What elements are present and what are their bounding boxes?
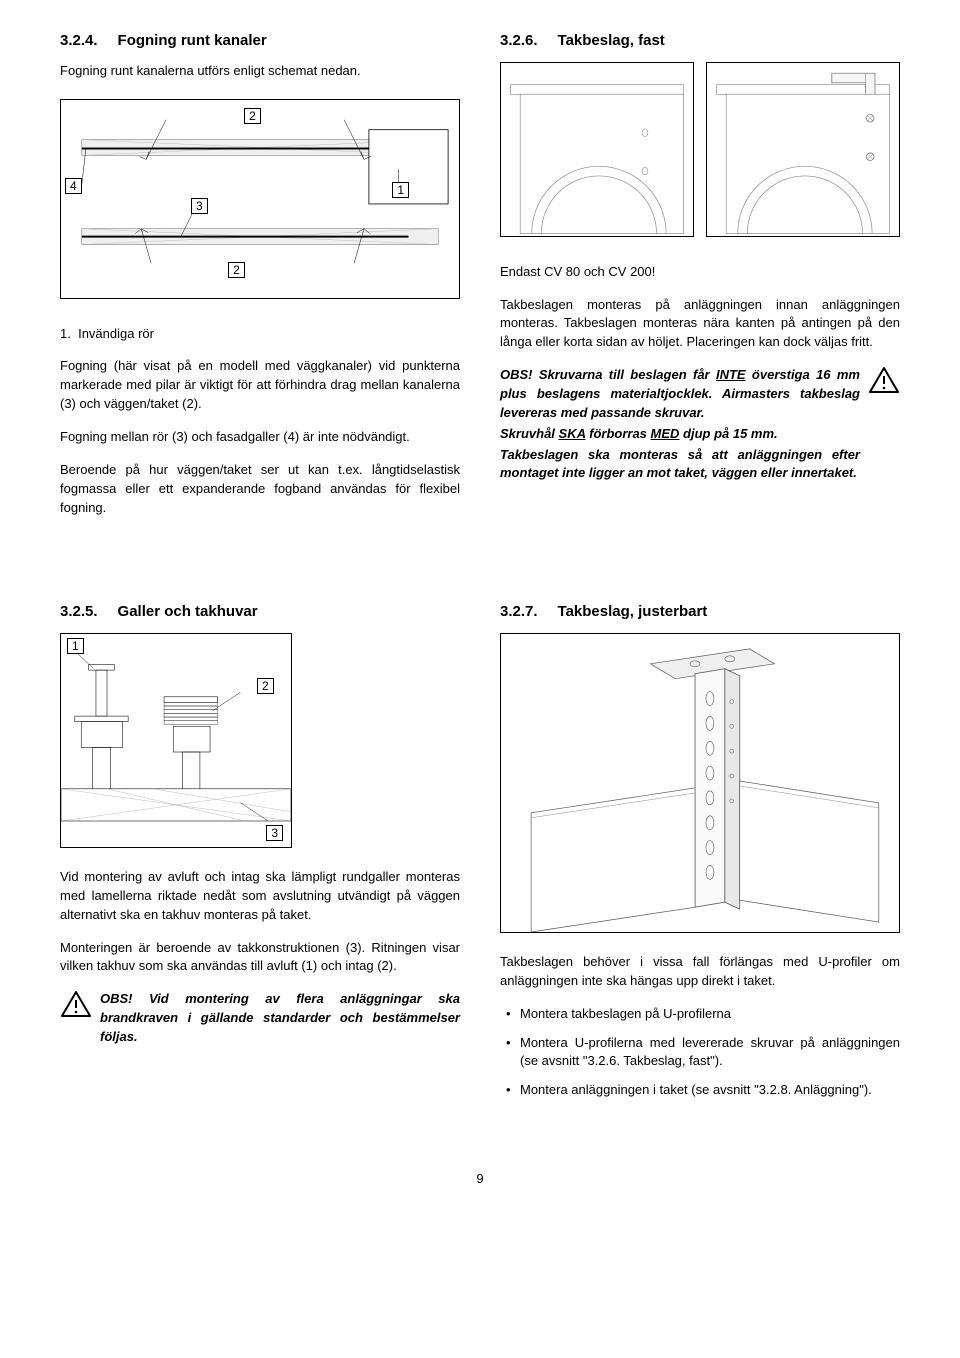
figure-fogning: 2 4 1 3 2 — [60, 99, 460, 299]
callout-1: 1 — [392, 182, 409, 198]
bullet-3: Montera anläggningen i taket (se avsnitt… — [500, 1081, 900, 1100]
s325-p2: Monteringen är beroende av takkonstrukti… — [60, 939, 460, 977]
heading-title: Galler och takhuvar — [118, 603, 258, 620]
page-number: 9 — [60, 1170, 900, 1189]
s324-intro: Fogning runt kanalerna utförs enligt sch… — [60, 62, 460, 81]
callout-3: 3 — [266, 825, 283, 841]
callout-3: 3 — [191, 198, 208, 214]
s324-list-head: 1. Invändiga rör — [60, 325, 460, 344]
heading-326: 3.2.6. Takbeslag, fast — [500, 30, 900, 52]
figure-takbeslag-justerbart — [500, 633, 900, 933]
heading-324: 3.2.4. Fogning runt kanaler — [60, 30, 460, 52]
bullet-1: Montera takbeslagen på U-profilerna — [500, 1005, 900, 1024]
s326-obs3: Takbeslagen ska monteras så att anläggni… — [500, 446, 860, 484]
callout-2: 2 — [257, 678, 274, 694]
heading-title: Takbeslag, fast — [558, 32, 665, 49]
figure-takbeslag-fast — [500, 62, 900, 237]
bullet-2: Montera U-profilerna med levererade skru… — [500, 1034, 900, 1072]
heading-num: 3.2.7. — [500, 603, 538, 620]
callout-1: 1 — [67, 638, 84, 654]
heading-title: Takbeslag, justerbart — [558, 603, 708, 620]
s326-p1: Takbeslagen monteras på anläggningen inn… — [500, 296, 900, 353]
callout-4: 4 — [65, 178, 82, 194]
callout-2: 2 — [244, 108, 261, 124]
heading-title: Fogning runt kanaler — [118, 32, 267, 49]
s325-obs: OBS! Vid montering av flera anläggningar… — [100, 990, 460, 1047]
s326-caption: Endast CV 80 och CV 200! — [500, 263, 900, 282]
s327-bullets: Montera takbeslagen på U-profilerna Mont… — [500, 1005, 900, 1100]
heading-num: 3.2.6. — [500, 32, 538, 49]
s324-p2: Fogning mellan rör (3) och fasadgaller (… — [60, 428, 460, 447]
heading-325: 3.2.5. Galler och takhuvar — [60, 601, 460, 623]
list-title: Invändiga rör — [78, 326, 154, 341]
list-num: 1. — [60, 326, 71, 341]
heading-327: 3.2.7. Takbeslag, justerbart — [500, 601, 900, 623]
figure-galler: 1 2 3 — [60, 633, 292, 848]
s324-p1: Fogning (här visat på en modell med vägg… — [60, 357, 460, 414]
callout-2b: 2 — [228, 262, 245, 278]
s325-p1: Vid montering av avluft och intag ska lä… — [60, 868, 460, 925]
s326-obs1: OBS! Skruvarna till beslagen får INTE öv… — [500, 366, 860, 423]
warning-icon — [868, 366, 900, 394]
s326-obs2: Skruvhål SKA förborras MED djup på 15 mm… — [500, 425, 860, 444]
s327-p1: Takbeslagen behöver i vissa fall förläng… — [500, 953, 900, 991]
warning-icon — [60, 990, 92, 1018]
heading-num: 3.2.4. — [60, 32, 98, 49]
s324-p3: Beroende på hur väggen/taket ser ut kan … — [60, 461, 460, 518]
heading-num: 3.2.5. — [60, 603, 98, 620]
